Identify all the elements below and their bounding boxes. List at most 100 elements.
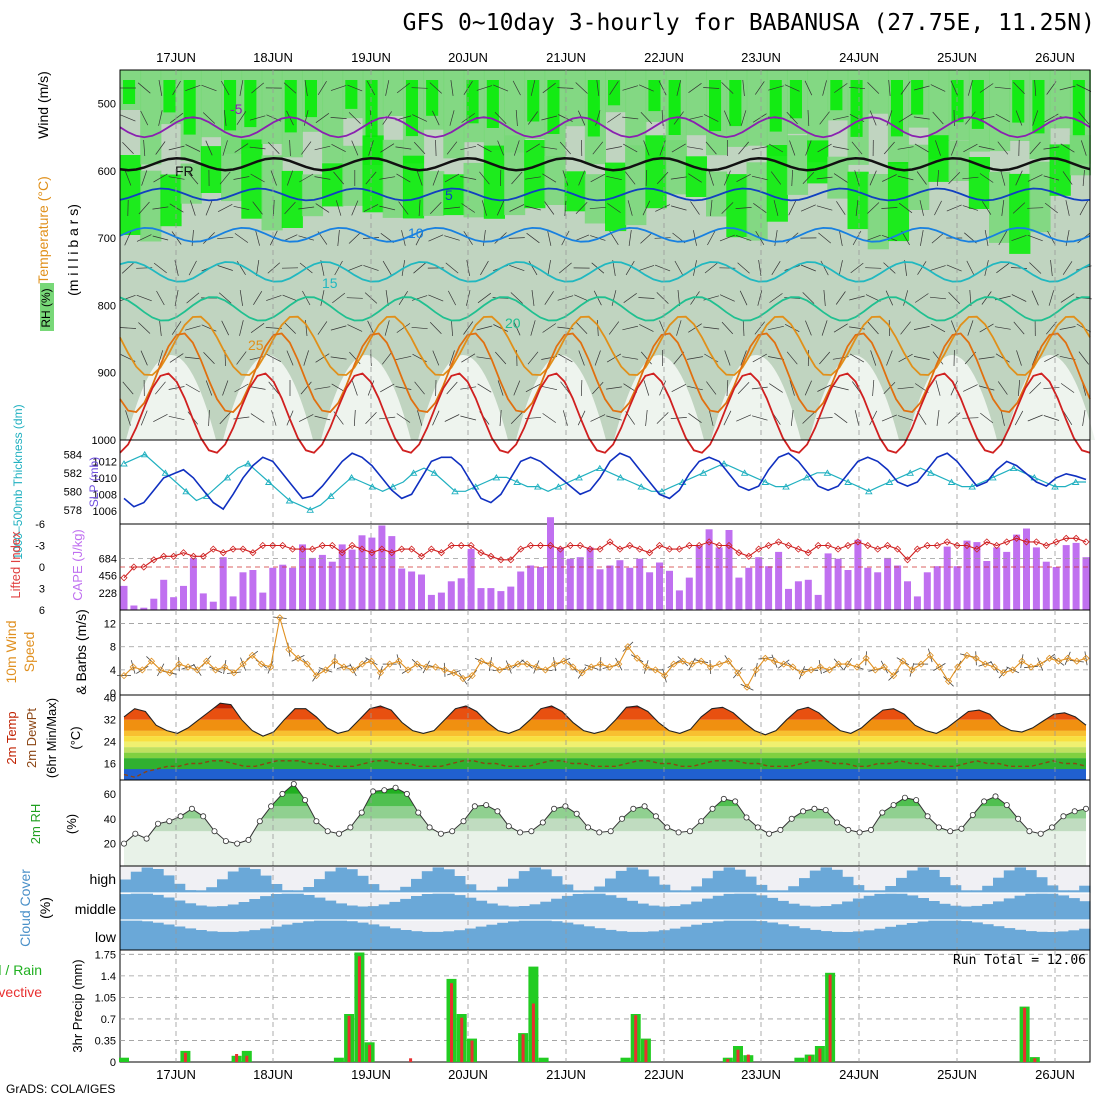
cloud-bar	[820, 867, 832, 893]
wind-barb	[411, 326, 428, 330]
cape-bar	[547, 517, 554, 610]
cloud-bar	[799, 928, 811, 950]
wind-barb	[995, 113, 1010, 123]
cloud-bar	[906, 895, 919, 920]
li-marker	[685, 541, 693, 550]
rh-marker	[234, 840, 241, 847]
rh-marker	[551, 805, 558, 812]
cape-bar	[1042, 561, 1050, 610]
cloud-bar	[551, 898, 563, 920]
rh-shading	[504, 135, 526, 216]
top-date-label: 23JUN	[741, 50, 781, 65]
precip-total-bar	[538, 1057, 549, 1062]
cloud-bar	[1036, 931, 1048, 950]
wind-barb	[379, 205, 396, 211]
cloud-bar	[896, 924, 908, 950]
wind-barb	[755, 81, 765, 95]
wind-speed-marker	[560, 657, 568, 665]
cloud-bar	[777, 900, 789, 920]
wind-barb	[283, 82, 297, 94]
wind-barb	[900, 321, 911, 335]
cloud-bar	[1079, 928, 1091, 950]
wind-barb	[737, 381, 750, 395]
li-marker	[735, 549, 743, 557]
cloud-bar	[303, 887, 315, 893]
wind-barb	[330, 117, 347, 119]
cape-bar	[675, 590, 683, 610]
wind-barb	[897, 175, 914, 181]
rh-shading	[584, 174, 606, 224]
li-marker	[477, 549, 485, 557]
cloud-bar	[411, 896, 423, 920]
cloud-bar	[842, 876, 854, 893]
wind-barb	[962, 205, 979, 211]
wind-barb	[476, 356, 493, 360]
temp-band	[124, 736, 1086, 742]
rh-shading	[911, 80, 924, 115]
li-marker	[487, 552, 495, 560]
precip-convective-bar	[183, 1052, 187, 1062]
wind-barb	[189, 200, 196, 216]
wind-barb	[625, 260, 635, 276]
li-marker	[1042, 541, 1050, 550]
wind-barb	[1000, 410, 1005, 426]
wind-barb	[914, 85, 930, 91]
rh-marker	[369, 788, 376, 795]
cloud-bar	[518, 906, 531, 920]
wind-barb	[136, 294, 152, 302]
rh-marker	[132, 830, 139, 837]
cloud-bar	[389, 890, 401, 893]
rh-shading	[200, 146, 222, 193]
wind-barb	[284, 201, 296, 215]
wind-barb	[528, 111, 538, 125]
cloud-bar	[561, 884, 574, 893]
wind-barb	[542, 173, 557, 183]
li-marker	[527, 541, 535, 550]
wind-barb	[950, 140, 958, 156]
wind-barb	[530, 80, 536, 96]
thickness-marker	[575, 474, 583, 481]
wind-barb	[849, 353, 865, 363]
wind-barb	[937, 169, 939, 187]
wind-barb	[219, 171, 231, 185]
rh-marker	[800, 808, 807, 815]
cloud-bar	[842, 901, 854, 920]
wind-barb	[638, 84, 654, 92]
wind-speed-marker	[1054, 657, 1063, 665]
wind-barb	[270, 170, 277, 186]
cape-bar	[507, 586, 515, 610]
wind-barb	[445, 262, 459, 274]
wind-barb	[188, 260, 197, 276]
rh-marker	[562, 803, 569, 810]
wind-barb	[575, 321, 588, 335]
rh-marker	[381, 787, 388, 794]
cape-bar	[378, 525, 386, 610]
wind-barb	[289, 139, 291, 157]
cape-bar	[477, 588, 485, 610]
wind-barb	[883, 141, 895, 155]
wind-speed-marker	[523, 660, 531, 668]
wind-barb	[509, 204, 525, 212]
rh-marker	[1037, 830, 1044, 837]
cloud-bar	[260, 928, 272, 950]
wind-barb	[476, 325, 493, 331]
thickness-marker	[720, 460, 728, 467]
cloud-bar	[163, 924, 175, 950]
wind-speed-marker	[468, 672, 476, 680]
temperature-contour	[119, 315, 1091, 376]
wind-speed-marker	[349, 666, 357, 674]
wind-barb	[832, 146, 849, 150]
wind-speed-marker	[450, 669, 458, 677]
wind-barb	[314, 386, 331, 390]
cloud-bar	[378, 926, 391, 950]
cloud-bar	[497, 922, 509, 950]
wind-barb	[411, 87, 428, 89]
wind-barb	[659, 140, 666, 156]
rh-marker	[177, 813, 184, 820]
cloud-bar	[551, 876, 563, 893]
wind-barb	[174, 290, 179, 306]
rh-bands	[124, 784, 1086, 866]
wind-barb	[185, 84, 201, 92]
wind-barb	[508, 237, 525, 239]
rh-marker	[154, 820, 161, 827]
